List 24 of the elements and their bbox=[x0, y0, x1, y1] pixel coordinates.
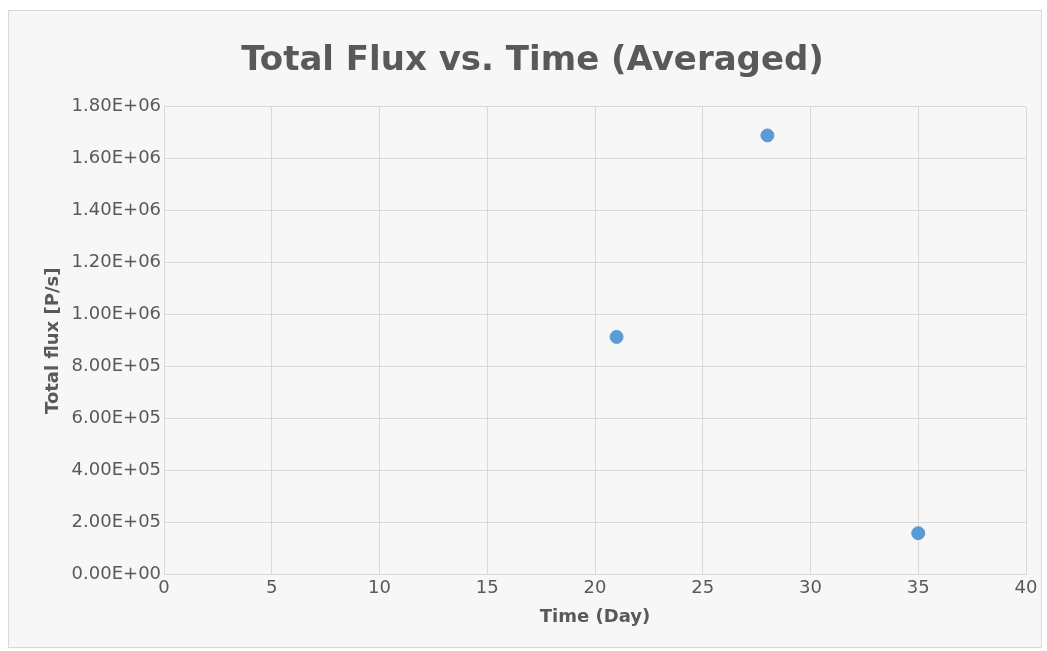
x-tick-label: 25 bbox=[691, 576, 715, 598]
y-tick-label: 1.40E+06 bbox=[71, 198, 162, 220]
y-tick-label: 1.80E+06 bbox=[71, 94, 162, 116]
x-tick-label: 15 bbox=[475, 576, 499, 598]
x-tick-label: 40 bbox=[1014, 576, 1038, 598]
chart-title: Total Flux vs. Time (Averaged) bbox=[241, 38, 824, 79]
y-tick-label: 4.00E+05 bbox=[71, 458, 162, 480]
x-tick-label: 30 bbox=[799, 576, 822, 598]
x-axis-title: Time (Day) bbox=[539, 604, 651, 626]
y-tick-label: 1.60E+06 bbox=[71, 146, 162, 168]
point bbox=[609, 329, 624, 344]
x-tick-label: 0 bbox=[158, 576, 170, 598]
y-tick-label: 8.00E+05 bbox=[71, 354, 162, 376]
y-tick-label: 6.00E+05 bbox=[71, 406, 162, 428]
point bbox=[760, 128, 775, 143]
x-tick-label: 5 bbox=[266, 576, 278, 598]
x-tick-label: 20 bbox=[583, 576, 607, 598]
x-tick-label: 10 bbox=[368, 576, 391, 598]
x-tick-label: 35 bbox=[906, 576, 930, 598]
point bbox=[911, 526, 926, 541]
y-tick-label: 1.20E+06 bbox=[71, 250, 162, 272]
y-tick-label: 2.00E+05 bbox=[71, 510, 162, 532]
y-axis-title: Total flux [P/s] bbox=[41, 267, 63, 415]
y-tick-label: 1.00E+06 bbox=[71, 302, 162, 324]
